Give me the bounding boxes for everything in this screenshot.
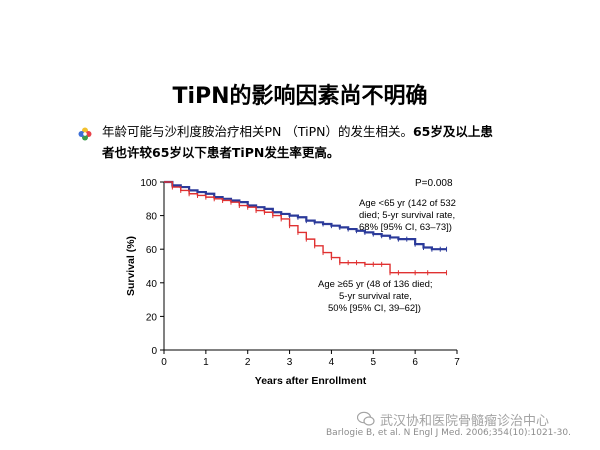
series-label-under-65: died; 5-yr survival rate,	[359, 210, 455, 221]
p-value: P=0.008	[415, 178, 453, 189]
x-tick-label: 6	[412, 357, 418, 368]
x-tick-label: 0	[161, 357, 167, 368]
x-tick-label: 1	[203, 357, 209, 368]
flower-bullet-icon	[78, 127, 92, 141]
y-tick-label: 60	[146, 245, 158, 256]
wechat-icon	[357, 411, 375, 426]
series-label-65-plus: Age ≥65 yr (48 of 136 died;	[318, 279, 433, 290]
bullet-text-line-2: 者也许较65岁以下患者TiPN发生率更高。	[102, 145, 340, 160]
series-label-65-plus: 5-yr survival rate,	[339, 291, 412, 302]
x-tick-label: 7	[454, 357, 460, 368]
watermark-text: 武汉协和医院骨髓瘤诊治中心	[380, 414, 550, 429]
x-tick-label: 4	[329, 357, 335, 368]
x-axis-label: Years after Enrollment	[255, 375, 367, 387]
survival-curve-under-65	[164, 180, 447, 251]
x-tick-label: 2	[245, 357, 251, 368]
y-tick-label: 80	[146, 212, 158, 223]
bullet-text-bold: 65岁及以上患	[412, 124, 493, 139]
slide-title: TiPN的影响因素尚不明确	[172, 84, 428, 109]
series-label-65-plus: 50% [95% CI, 39–62])	[328, 303, 421, 314]
bullet-text-line-1: 年龄可能与沙利度胺治疗相关PN （TiPN）的发生相关。65岁及以上患	[102, 123, 493, 141]
bullet-text-normal: 年龄可能与沙利度胺治疗相关PN （TiPN）的发生相关。	[102, 124, 413, 139]
y-tick-label: 40	[146, 279, 158, 290]
series-label-under-65: Age <65 yr (142 of 532	[359, 198, 456, 209]
y-axis-label: Survival (%)	[125, 236, 137, 296]
y-tick-label: 0	[151, 346, 157, 357]
y-tick-label: 100	[140, 178, 157, 189]
series-label-under-65: 68% [95% CI, 63–73])	[359, 222, 452, 233]
citation: Barlogie B, et al. N Engl J Med. 2006;35…	[326, 428, 571, 438]
x-tick-label: 3	[287, 357, 293, 368]
x-tick-label: 5	[371, 357, 377, 368]
y-tick-label: 20	[146, 312, 158, 323]
